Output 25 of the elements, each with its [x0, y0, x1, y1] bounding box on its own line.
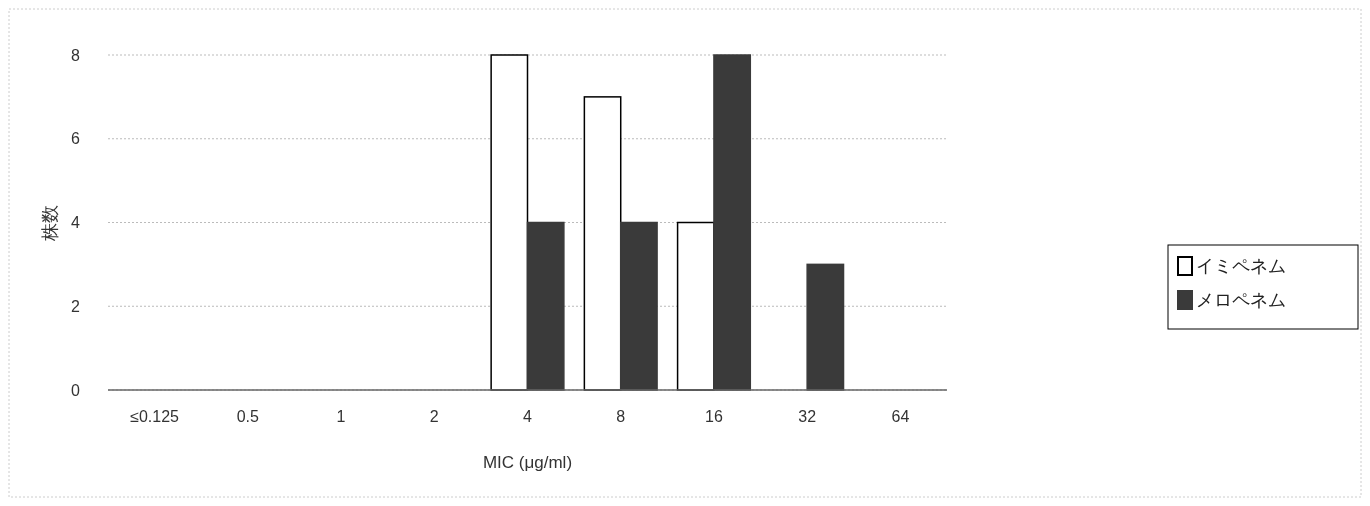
x-tick-label: 32: [798, 408, 817, 425]
y-axis-title: 株数: [40, 204, 60, 242]
y-tick-label: 8: [71, 46, 81, 64]
bar: [676, 221, 715, 391]
x-tick-label: ≤0.125: [130, 408, 180, 425]
bar: [713, 54, 752, 391]
x-tick-label: 64: [891, 408, 910, 425]
x-tick-label: 4: [523, 408, 533, 425]
y-tick-label: 2: [71, 297, 81, 315]
x-tick-label: 8: [616, 408, 626, 425]
x-tick-label: 2: [429, 408, 439, 425]
x-tick-label: 1: [336, 408, 346, 425]
legend-label: イミペネム: [1196, 256, 1286, 277]
legend-label: メロペネム: [1196, 290, 1286, 311]
y-tick-label: 6: [71, 130, 81, 148]
x-tick-label: 0.5: [236, 408, 260, 425]
bar: [806, 263, 845, 391]
x-axis-title: MIC (μg/ml): [482, 453, 573, 472]
bar: [583, 96, 622, 391]
bar: [490, 54, 529, 391]
bar: [526, 221, 565, 391]
x-tick-label: 16: [705, 408, 723, 425]
y-tick-label: 4: [71, 214, 81, 232]
y-tick-label: 0: [71, 381, 81, 399]
bar: [619, 221, 658, 391]
